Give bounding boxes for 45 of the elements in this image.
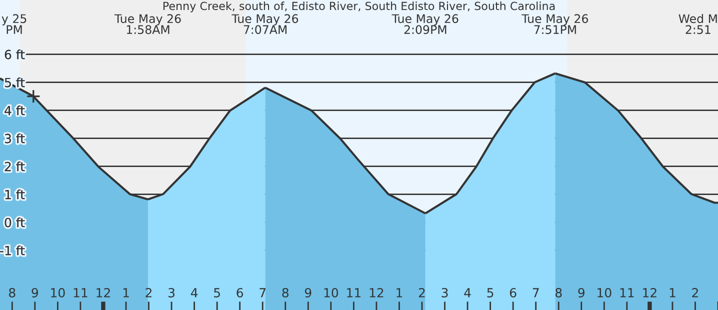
annotation: Tue May 26 7:51PM — [522, 14, 588, 34]
x-tick-label: 9 — [32, 288, 38, 298]
x-tick-label: 12 — [643, 288, 656, 298]
annotation: Tue May 26 2:09PM — [392, 14, 458, 34]
x-tick-label: 4 — [464, 288, 471, 298]
y-tick-label: 1 ft — [5, 190, 25, 200]
x-tick-label: 5 — [214, 288, 220, 298]
x-tick-label: 12 — [370, 288, 384, 298]
x-tick-label: 1 — [670, 288, 676, 298]
x-tick-label: 11 — [620, 288, 634, 298]
x-tick-label: 8 — [9, 288, 16, 298]
y-tick-label: 6 ft — [4, 50, 25, 60]
annotation: Tue May 26 7:07AM — [232, 14, 298, 34]
x-tick-label: 9 — [304, 288, 312, 298]
x-tick-label: 8 — [282, 288, 288, 298]
x-tick-label: 7 — [260, 288, 266, 298]
y-tick-label: 3 ft — [4, 134, 25, 144]
y-tick-label: 0 ft — [4, 218, 25, 228]
y-tick-label: -1 ft — [0, 246, 25, 256]
x-tick-label: 6 — [510, 288, 516, 298]
x-tick-label: 11 — [347, 288, 360, 298]
x-tick-label: 6 — [236, 288, 244, 298]
x-tick-label: 9 — [578, 288, 584, 298]
y-tick-label: 4 ft — [4, 106, 25, 116]
x-tick-label: 1 — [123, 288, 129, 298]
x-tick-label: 12 — [96, 288, 110, 298]
x-tick-label: 3 — [168, 288, 175, 298]
x-tick-label: 10 — [598, 288, 612, 298]
x-tick-label: 10 — [51, 288, 65, 298]
annotation: Tue May 26 1:58AM — [114, 14, 181, 34]
annotation: Wed M 2:51 — [678, 14, 717, 34]
x-tick-label: 1 — [396, 288, 402, 298]
x-tick-label: 3 — [442, 288, 448, 298]
x-tick-label: 5 — [487, 288, 494, 298]
x-tick-label: 2 — [692, 288, 698, 298]
x-tick-label: 7 — [532, 288, 539, 298]
x-tick-label: 2 — [418, 288, 425, 298]
x-tick-label: 10 — [324, 288, 338, 298]
x-tick-label: 4 — [190, 288, 198, 298]
y-tick-label: 2 ft — [4, 162, 25, 172]
x-tick-label: 8 — [555, 288, 562, 298]
x-tick-label: 11 — [74, 288, 88, 298]
x-tick-label: 2 — [146, 288, 152, 298]
annotation: y 25 PM — [2, 14, 26, 34]
chart-title: Penny Creek, south of, Edisto River, South Edisto River, South Carolina — [163, 2, 555, 12]
